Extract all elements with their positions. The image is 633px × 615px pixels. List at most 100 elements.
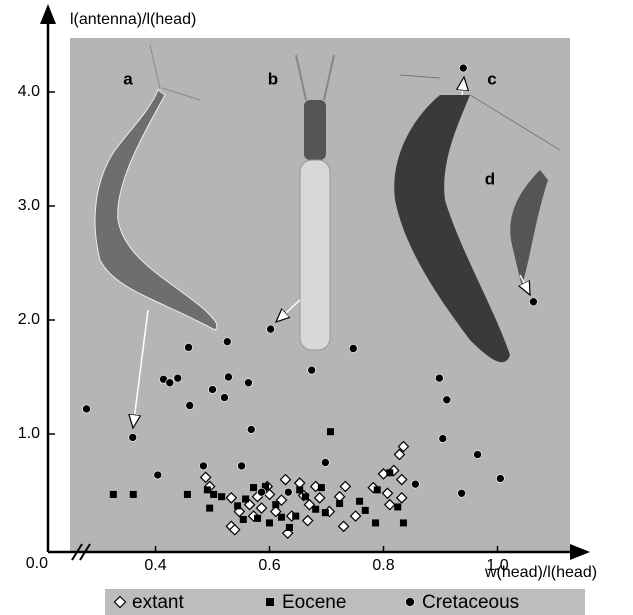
point xyxy=(313,491,326,504)
point xyxy=(317,484,325,492)
point xyxy=(349,510,362,522)
insect-d xyxy=(510,170,548,285)
point xyxy=(224,372,233,382)
y-tick-label: 2.0 xyxy=(18,311,40,328)
point xyxy=(218,493,226,501)
annotation: b xyxy=(268,69,278,88)
point xyxy=(199,471,212,484)
annotation: c xyxy=(487,69,496,88)
axis-break xyxy=(71,543,91,561)
point xyxy=(386,469,394,477)
point xyxy=(321,509,329,517)
point xyxy=(321,458,330,467)
point xyxy=(292,512,300,520)
point xyxy=(246,425,256,434)
point xyxy=(397,440,410,453)
point xyxy=(457,488,466,498)
point xyxy=(301,514,314,527)
legend-label: Eocene xyxy=(282,592,346,613)
point xyxy=(266,324,275,334)
point xyxy=(257,487,266,497)
point xyxy=(381,487,394,500)
point xyxy=(153,470,163,480)
point xyxy=(250,484,258,492)
point xyxy=(234,502,242,510)
point xyxy=(279,473,292,486)
point xyxy=(244,378,253,388)
point xyxy=(326,428,334,436)
point xyxy=(372,519,380,527)
point xyxy=(395,473,408,486)
point xyxy=(266,519,273,527)
point xyxy=(307,365,316,375)
point xyxy=(109,490,117,498)
y-tick-label: 3.0 xyxy=(18,197,40,214)
point xyxy=(228,523,241,536)
point xyxy=(411,479,420,489)
y-axis-arrow xyxy=(40,4,56,24)
point xyxy=(185,401,194,410)
point xyxy=(339,480,352,493)
point xyxy=(165,378,175,388)
legend-marker xyxy=(113,595,127,609)
point xyxy=(496,474,505,483)
insect-a xyxy=(94,44,218,331)
point xyxy=(208,385,217,394)
annotation: a xyxy=(123,69,133,88)
point xyxy=(301,493,309,501)
point xyxy=(242,495,250,503)
y-tick-label: 0.0 xyxy=(26,555,48,572)
y-axis-label: l(antenna)/l(head) xyxy=(70,11,196,28)
arrow xyxy=(133,309,149,428)
point xyxy=(393,448,406,461)
point xyxy=(239,516,247,523)
point xyxy=(435,373,444,383)
point xyxy=(312,505,320,513)
point xyxy=(254,514,262,522)
x-axis-arrow xyxy=(570,544,590,560)
x-tick-label: 0.4 xyxy=(144,557,166,574)
point xyxy=(458,63,468,73)
legend-label: Cretaceous xyxy=(422,592,519,613)
point xyxy=(296,486,304,494)
point xyxy=(210,490,218,498)
point xyxy=(129,490,137,498)
legend-label: extant xyxy=(132,592,184,613)
point xyxy=(223,337,232,346)
point xyxy=(220,393,229,402)
point xyxy=(184,343,193,352)
x-tick-label: 0.6 xyxy=(258,557,280,574)
point xyxy=(337,520,350,533)
point xyxy=(203,486,211,494)
point xyxy=(473,450,482,459)
insect-b xyxy=(295,54,335,351)
point xyxy=(262,482,270,490)
point xyxy=(284,487,293,497)
point xyxy=(383,498,396,511)
point xyxy=(272,501,280,509)
point xyxy=(361,506,369,514)
point xyxy=(529,297,538,307)
arrow xyxy=(276,299,301,322)
point xyxy=(255,502,268,514)
legend-marker xyxy=(266,598,274,606)
legend-marker xyxy=(405,597,415,607)
point xyxy=(285,523,293,531)
y-tick-label: 1.0 xyxy=(18,425,40,442)
x-tick-label: 1.0 xyxy=(486,557,508,574)
point xyxy=(399,519,407,527)
arrow xyxy=(520,274,531,295)
point xyxy=(277,513,285,521)
point xyxy=(183,490,191,498)
point xyxy=(225,491,238,504)
point xyxy=(199,461,208,471)
x-tick-label: 0.8 xyxy=(372,557,394,574)
y-tick-label: 4.0 xyxy=(18,83,40,100)
point xyxy=(173,373,183,383)
insect-c xyxy=(394,74,561,363)
annotation: d xyxy=(485,169,495,188)
point xyxy=(206,504,214,512)
point xyxy=(247,510,260,522)
point xyxy=(336,500,344,508)
